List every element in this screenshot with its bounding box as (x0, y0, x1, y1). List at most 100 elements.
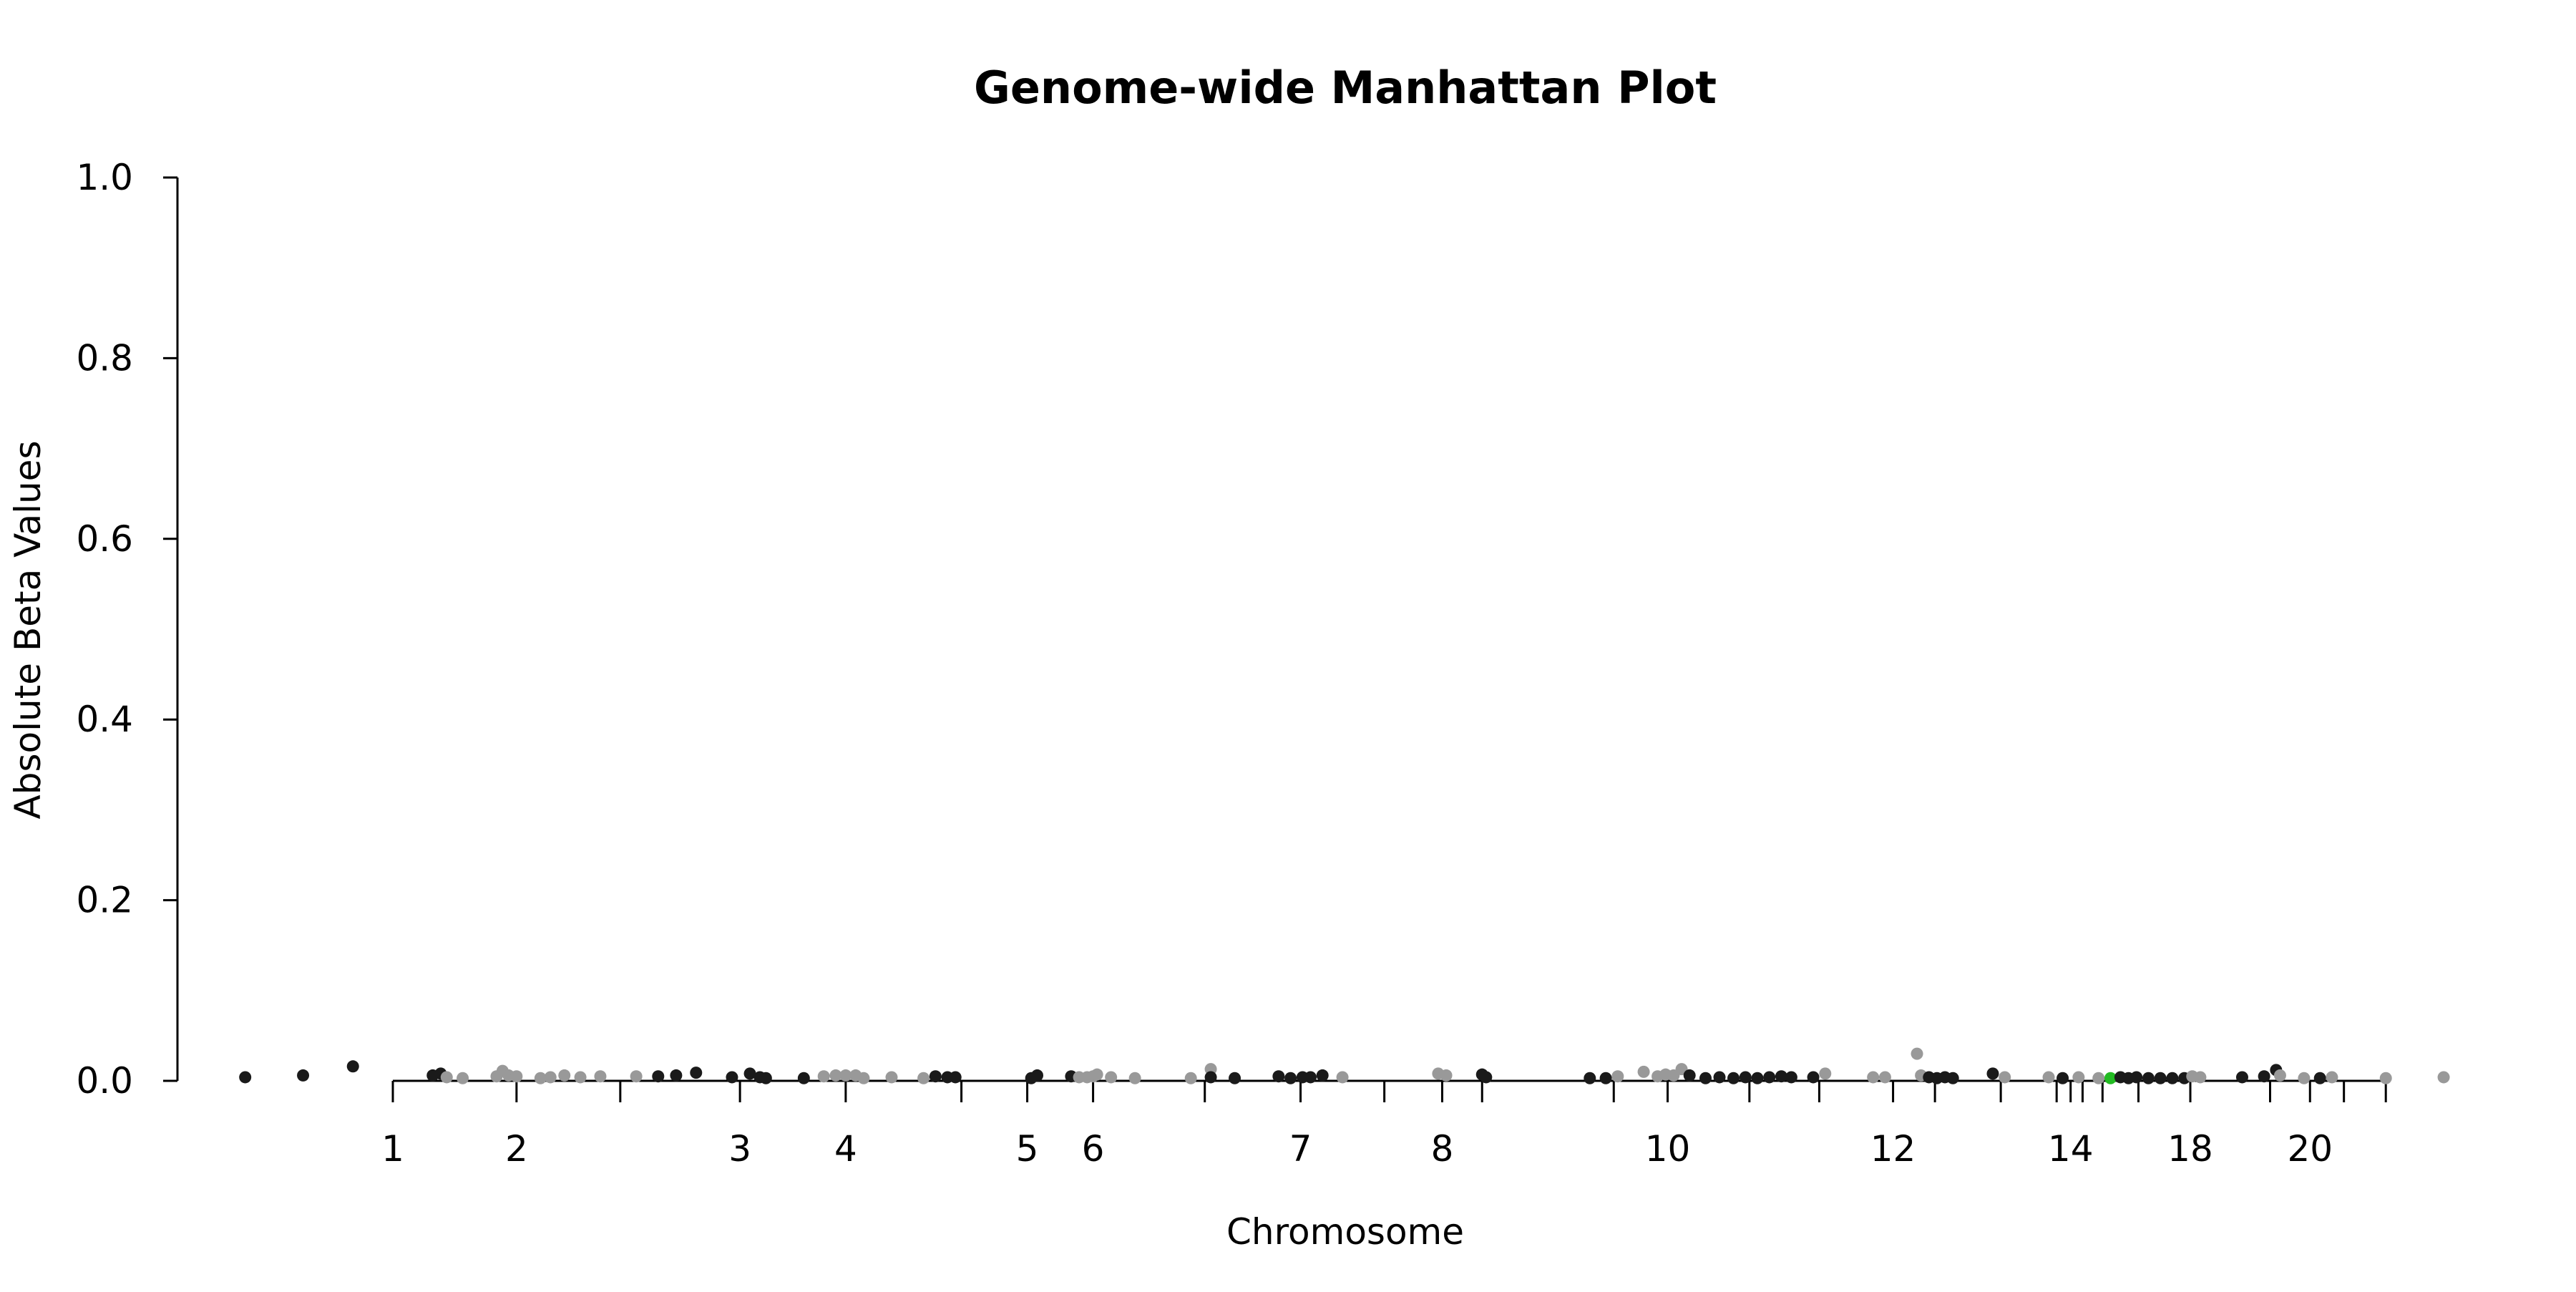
data-point (2166, 1072, 2179, 1084)
data-point (1204, 1071, 1217, 1084)
data-point (1284, 1072, 1297, 1084)
data-point (829, 1069, 842, 1082)
chart-title: Genome-wide Manhattan Plot (974, 62, 1717, 114)
y-tick-label: 0.6 (76, 518, 133, 560)
data-point (558, 1069, 571, 1082)
data-point (759, 1072, 772, 1084)
data-point (1751, 1072, 1764, 1084)
data-point (510, 1070, 523, 1083)
x-tick-label: 7 (1289, 1128, 1312, 1170)
data-point (670, 1069, 683, 1082)
data-point (1683, 1069, 1696, 1082)
data-point (839, 1069, 852, 1082)
data-point (1999, 1071, 2011, 1084)
data-point (239, 1071, 252, 1084)
data-point (2104, 1072, 2117, 1084)
x-tick-label: 3 (728, 1128, 751, 1170)
data-point (2313, 1072, 2326, 1084)
x-tick-label: 2 (505, 1128, 528, 1170)
data-point (2042, 1071, 2055, 1084)
data-point (1763, 1071, 1776, 1084)
data-point (949, 1071, 962, 1084)
data-point (630, 1070, 643, 1083)
data-point (2154, 1072, 2167, 1084)
data-point (857, 1072, 870, 1084)
x-tick-label: 20 (2287, 1128, 2333, 1170)
x-tick-label: 8 (1431, 1128, 1454, 1170)
data-point (1785, 1071, 1797, 1084)
data-point (1727, 1072, 1740, 1084)
data-point (1637, 1065, 1650, 1078)
data-point (2273, 1069, 2286, 1082)
x-tick-label: 5 (1016, 1128, 1039, 1170)
data-point (1599, 1072, 1612, 1084)
data-point (1304, 1071, 1317, 1084)
data-point (534, 1072, 547, 1084)
y-tick-label: 0.8 (76, 337, 133, 379)
data-point (929, 1070, 942, 1083)
x-tick-label: 1 (381, 1128, 404, 1170)
data-point (2437, 1071, 2450, 1084)
y-axis-label: Absolute Beta Values (7, 441, 49, 820)
data-point (1946, 1072, 1959, 1084)
x-tick-label: 12 (1870, 1128, 1916, 1170)
x-tick-label: 18 (2167, 1128, 2213, 1170)
data-point (2072, 1071, 2085, 1084)
y-ticks: 0.0 0.2 0.4 0.6 0.8 1.0 (76, 157, 177, 1102)
data-point (1316, 1069, 1329, 1082)
data-point (594, 1070, 607, 1083)
data-point (1819, 1067, 1832, 1080)
x-tick-label: 14 (2048, 1128, 2094, 1170)
data-point (574, 1071, 587, 1084)
data-point (1699, 1072, 1712, 1084)
data-point (2142, 1072, 2155, 1084)
data-point (2326, 1071, 2338, 1084)
data-point (1775, 1070, 1787, 1083)
data-point (917, 1072, 930, 1084)
data-point (1878, 1071, 1891, 1084)
data-point (2298, 1072, 2311, 1084)
data-point (726, 1071, 738, 1084)
data-point (297, 1069, 310, 1082)
data-point (797, 1072, 810, 1084)
data-point (1739, 1071, 1752, 1084)
data-point (743, 1067, 756, 1080)
data-point (457, 1072, 469, 1084)
data-point (1272, 1070, 1285, 1083)
y-tick-label: 0.4 (76, 699, 133, 740)
data-point (2130, 1071, 2143, 1084)
y-tick-label: 0.0 (76, 1060, 133, 1102)
x-tick-label: 4 (834, 1128, 857, 1170)
data-point (1105, 1071, 1118, 1084)
x-tick-label: 6 (1082, 1128, 1105, 1170)
data-point (2379, 1072, 2392, 1084)
y-tick-label: 0.2 (76, 880, 133, 921)
data-point (1611, 1070, 1624, 1083)
data-point (1184, 1072, 1197, 1084)
data-point (2092, 1072, 2105, 1084)
data-point (1713, 1071, 1726, 1084)
data-point (346, 1060, 359, 1073)
data-point (1229, 1072, 1241, 1084)
y-tick-label: 1.0 (76, 157, 133, 198)
data-point (1584, 1072, 1596, 1084)
data-point (2194, 1071, 2207, 1084)
data-point (1031, 1069, 1044, 1082)
data-point (1480, 1071, 1493, 1084)
data-point (1128, 1072, 1141, 1084)
data-point (885, 1071, 898, 1084)
data-point (1911, 1047, 1923, 1060)
x-ticks: 1 2 3 4 5 6 7 8 10 12 14 18 20 (381, 1081, 2387, 1170)
data-point (1440, 1069, 1453, 1082)
data-point (2057, 1072, 2069, 1084)
data-points (239, 1047, 2450, 1084)
data-point (544, 1071, 557, 1084)
x-tick-label: 10 (1645, 1128, 1691, 1170)
data-point (1091, 1068, 1103, 1081)
data-point (1336, 1071, 1349, 1084)
x-axis-label: Chromosome (1226, 1211, 1464, 1253)
data-point (2235, 1071, 2248, 1084)
data-point (1986, 1067, 1999, 1080)
